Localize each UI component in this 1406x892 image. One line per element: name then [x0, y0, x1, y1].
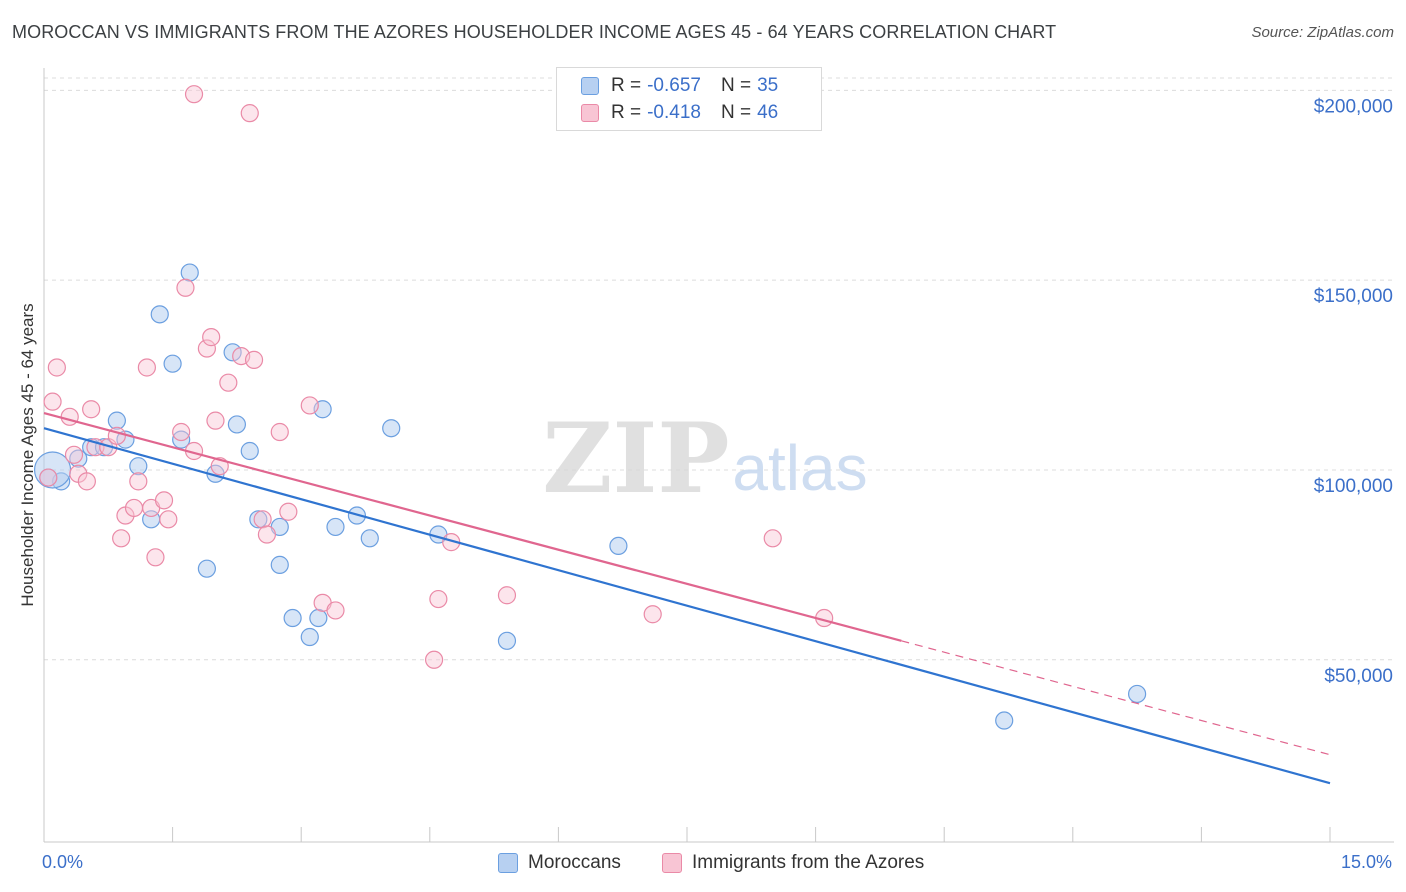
azores-point — [159, 510, 178, 529]
azores-legend-icon — [662, 853, 682, 873]
azores-point — [197, 339, 216, 358]
azores-swatch-icon — [581, 104, 599, 122]
azores-point — [643, 605, 662, 624]
legend-n-label: N = — [720, 75, 752, 96]
watermark-zip: ZIP — [542, 402, 729, 515]
moroccans-point — [172, 430, 191, 449]
y-tick-label: $50,000 — [1324, 666, 1393, 687]
azores-point — [202, 328, 221, 347]
chart-title: MOROCCAN VS IMMIGRANTS FROM THE AZORES H… — [12, 22, 1057, 42]
y-axis-label: Householder Income Ages 45 - 64 years — [18, 303, 37, 607]
moroccans-point — [309, 608, 328, 628]
azores-point — [82, 400, 101, 419]
azores-point — [424, 650, 444, 669]
legend-r-label: R = — [611, 102, 642, 123]
legend-r-value: -0.657 — [647, 75, 701, 96]
azores-trend-line — [43, 411, 902, 642]
source-label: Source: ZipAtlas.com — [1251, 24, 1394, 41]
legend-r-value: -0.418 — [647, 102, 701, 123]
legend-label-azores: Immigrants from the Azores — [692, 852, 925, 873]
moroccans-point — [609, 536, 628, 556]
azores-point — [763, 529, 782, 548]
watermark-atlas: atlas — [732, 432, 867, 504]
legend-n-value: 46 — [757, 102, 779, 123]
moroccans-point — [1127, 684, 1147, 704]
azores-point — [184, 85, 204, 104]
legend-row-moroccans: R = -0.657 N = 35 — [581, 74, 778, 98]
legend-label-moroccans: Moroccans — [528, 852, 621, 873]
moroccans-swatch-icon — [581, 77, 599, 95]
legend-item-azores: Immigrants from the Azores — [662, 852, 924, 874]
azores-point — [219, 373, 238, 392]
azores-point — [429, 589, 448, 609]
azores-point — [146, 548, 165, 567]
moroccans-point — [283, 608, 302, 628]
azores-point — [137, 358, 156, 377]
correlation-legend: R = -0.657 N = 35 R = -0.418 N = 46 — [556, 67, 822, 131]
y-tick-label: $200,000 — [1314, 96, 1393, 117]
moroccans-point — [197, 559, 216, 578]
x-tick-label-max: 15.0% — [1340, 852, 1392, 872]
moroccans-legend-icon — [498, 853, 518, 873]
moroccans-point — [227, 415, 246, 434]
azores-point — [77, 472, 96, 491]
legend-n-label: N = — [720, 102, 752, 123]
legend-n-value: 35 — [757, 75, 779, 96]
azores-point — [47, 358, 66, 377]
moroccans-point — [180, 263, 199, 282]
azores-point — [60, 407, 79, 426]
series-legend: Moroccans Immigrants from the Azores — [0, 852, 1406, 878]
legend-item-moroccans: Moroccans — [498, 852, 621, 874]
azores-point — [124, 498, 144, 518]
azores-point — [206, 411, 225, 430]
azores-point — [244, 350, 264, 369]
y-tick-label: $150,000 — [1314, 286, 1393, 307]
azores-point — [39, 468, 58, 487]
azores-point — [240, 104, 259, 123]
moroccans-point — [995, 711, 1014, 730]
moroccans-point — [382, 419, 401, 438]
azores-point — [176, 278, 195, 297]
moroccans-point — [270, 555, 289, 574]
azores-trend-extension — [901, 640, 1331, 756]
y-tick-label: $100,000 — [1314, 476, 1393, 497]
moroccans-point — [223, 343, 242, 362]
azores-point — [253, 510, 272, 529]
azores-point — [279, 502, 298, 521]
x-tick-label-min: 0.0% — [42, 852, 84, 872]
moroccans-point — [249, 510, 268, 529]
azores-point — [497, 586, 517, 605]
azores-point — [154, 491, 174, 510]
azores-point — [129, 472, 148, 491]
azores-point — [326, 601, 345, 620]
moroccans-point — [360, 529, 379, 548]
azores-point — [172, 422, 191, 442]
moroccans-point — [150, 305, 169, 324]
moroccans-point — [326, 517, 345, 537]
legend-r-label: R = — [611, 75, 642, 96]
moroccans-point — [300, 627, 319, 647]
azores-point — [270, 422, 289, 442]
azores-point — [257, 525, 277, 544]
legend-row-azores: R = -0.418 N = 46 — [581, 101, 778, 125]
moroccans-point — [497, 631, 517, 650]
azores-point — [43, 392, 62, 411]
azores-point — [112, 529, 131, 548]
azores-point — [300, 396, 319, 415]
moroccans-point — [240, 441, 259, 461]
moroccans-point — [163, 354, 182, 373]
moroccans-point — [129, 457, 148, 476]
moroccans-point — [107, 411, 126, 430]
moroccans-trend-line — [43, 427, 1331, 785]
azores-point — [64, 445, 84, 464]
